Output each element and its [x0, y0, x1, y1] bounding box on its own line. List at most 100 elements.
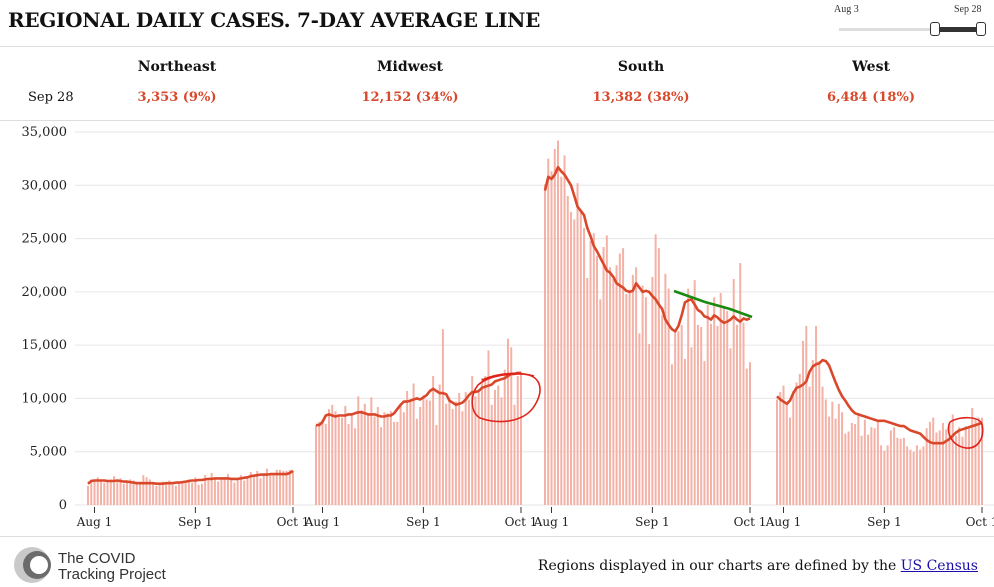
bar: [292, 470, 294, 505]
bar: [288, 469, 291, 505]
bar: [252, 477, 255, 505]
bar: [458, 393, 461, 505]
x-tick-label: Sep 1: [635, 515, 669, 529]
bar: [318, 421, 321, 505]
bar: [497, 385, 500, 505]
us-census-link[interactable]: US Census: [900, 558, 978, 574]
bar: [386, 413, 389, 505]
bar: [178, 483, 181, 505]
bar: [324, 424, 327, 505]
bar: [265, 468, 268, 505]
bar: [174, 485, 177, 505]
region-value-south: 13,382 (38%): [592, 90, 690, 105]
bar: [451, 409, 454, 505]
bar: [145, 477, 148, 505]
bar: [805, 325, 808, 505]
bar: [912, 451, 915, 505]
avg-line-west: [776, 358, 983, 445]
y-tick-label: 15,000: [22, 338, 68, 353]
bar: [477, 389, 480, 505]
bar: [802, 340, 805, 505]
bar: [732, 279, 735, 505]
x-tick-label: Oct 1: [966, 515, 994, 529]
bar: [415, 418, 418, 505]
bar: [285, 470, 288, 505]
bar: [425, 399, 428, 505]
bar: [922, 446, 925, 505]
bar: [873, 428, 876, 505]
bar: [811, 360, 814, 505]
bar: [409, 401, 412, 505]
bar: [360, 410, 363, 505]
bar: [223, 477, 226, 505]
bar: [503, 369, 506, 505]
bar: [925, 428, 928, 505]
avg-line-northeast: [87, 469, 294, 485]
bar: [445, 403, 448, 505]
bar: [576, 183, 579, 505]
x-tick-label: Aug 1: [533, 515, 570, 529]
bar: [328, 409, 331, 505]
bar: [938, 430, 941, 505]
bar: [560, 176, 563, 505]
bar: [735, 324, 738, 505]
bar: [831, 401, 834, 505]
bar: [958, 427, 961, 505]
bar: [967, 428, 970, 505]
bar: [282, 470, 285, 505]
bar: [367, 413, 370, 505]
bar: [243, 480, 246, 505]
bar: [480, 378, 483, 505]
bar: [210, 473, 213, 505]
bar: [818, 361, 821, 505]
bar: [883, 450, 886, 505]
bar: [893, 427, 896, 505]
bar: [226, 474, 229, 505]
slider-selected-range: [934, 27, 982, 32]
bar: [402, 412, 405, 505]
bar: [625, 293, 628, 505]
y-tick-label: 30,000: [22, 178, 68, 193]
bar: [687, 288, 690, 505]
annotation-circle-west: [947, 416, 984, 449]
bar: [749, 362, 751, 505]
annotation-trend-line-south: [673, 289, 753, 319]
bar: [139, 481, 142, 505]
bar: [915, 445, 918, 505]
y-tick-label: 25,000: [22, 232, 68, 247]
bar: [419, 406, 422, 505]
bar: [690, 347, 693, 505]
bar: [100, 481, 103, 505]
slider-track[interactable]: [839, 28, 984, 31]
bar: [880, 445, 883, 505]
bar: [860, 435, 863, 505]
bar: [441, 329, 444, 505]
bar: [544, 184, 546, 505]
bar: [506, 338, 509, 505]
bar: [207, 480, 210, 505]
bar: [870, 427, 873, 505]
slider-end-handle[interactable]: [976, 22, 986, 36]
bar: [464, 392, 467, 505]
bar: [331, 404, 334, 505]
bar: [599, 299, 602, 505]
bar: [722, 305, 725, 505]
bar: [90, 479, 93, 505]
slider-start-handle[interactable]: [930, 22, 940, 36]
region-heading-midwest: Midwest: [377, 59, 443, 75]
bar: [204, 475, 207, 505]
bar: [484, 376, 487, 505]
bar: [696, 324, 699, 505]
bar: [709, 323, 712, 505]
bar: [161, 481, 164, 505]
bar: [116, 481, 119, 505]
bar: [609, 267, 612, 505]
bar: [615, 265, 618, 505]
bar: [745, 368, 748, 505]
bar: [638, 333, 641, 505]
org-name[interactable]: The COVID Tracking Project: [58, 551, 166, 583]
bar: [315, 425, 317, 505]
covid-tracking-logo-icon: [14, 547, 51, 583]
date-range-slider[interactable]: Aug 3 Sep 28: [834, 2, 986, 42]
bar: [168, 480, 171, 505]
